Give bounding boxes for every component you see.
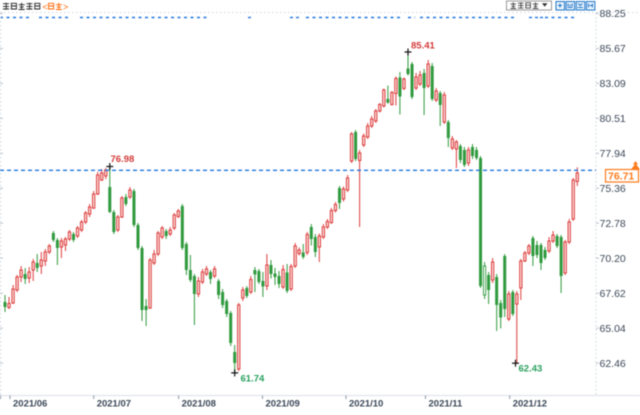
svg-text:85.67: 85.67	[600, 43, 626, 55]
svg-text:2021/09: 2021/09	[266, 399, 300, 410]
svg-text:83.09: 83.09	[600, 78, 626, 90]
svg-text:70.20: 70.20	[600, 253, 626, 265]
svg-text:76.98: 76.98	[111, 154, 135, 165]
svg-text:75.36: 75.36	[600, 183, 626, 195]
svg-text:80.51: 80.51	[600, 113, 626, 125]
svg-text:72.78: 72.78	[600, 218, 626, 230]
svg-text:2021/08: 2021/08	[182, 399, 216, 410]
svg-text:62.46: 62.46	[600, 358, 626, 370]
svg-text:<: <	[43, 2, 48, 12]
svg-text:>: >	[63, 2, 68, 12]
svg-text:2021/11: 2021/11	[429, 399, 464, 410]
svg-text:2021/10: 2021/10	[349, 399, 383, 410]
svg-text:62.43: 62.43	[519, 364, 543, 375]
svg-text:85.41: 85.41	[411, 41, 435, 52]
svg-text:2021/07: 2021/07	[97, 399, 131, 410]
svg-text:61.74: 61.74	[241, 374, 265, 385]
svg-text:88.25: 88.25	[600, 8, 626, 20]
svg-text:67.62: 67.62	[600, 288, 626, 300]
svg-text:2021/12: 2021/12	[513, 399, 547, 410]
svg-text:77.94: 77.94	[600, 148, 626, 160]
svg-text:76.71: 76.71	[608, 171, 634, 183]
svg-text:65.04: 65.04	[600, 323, 626, 335]
svg-text:2021/06: 2021/06	[13, 399, 47, 410]
